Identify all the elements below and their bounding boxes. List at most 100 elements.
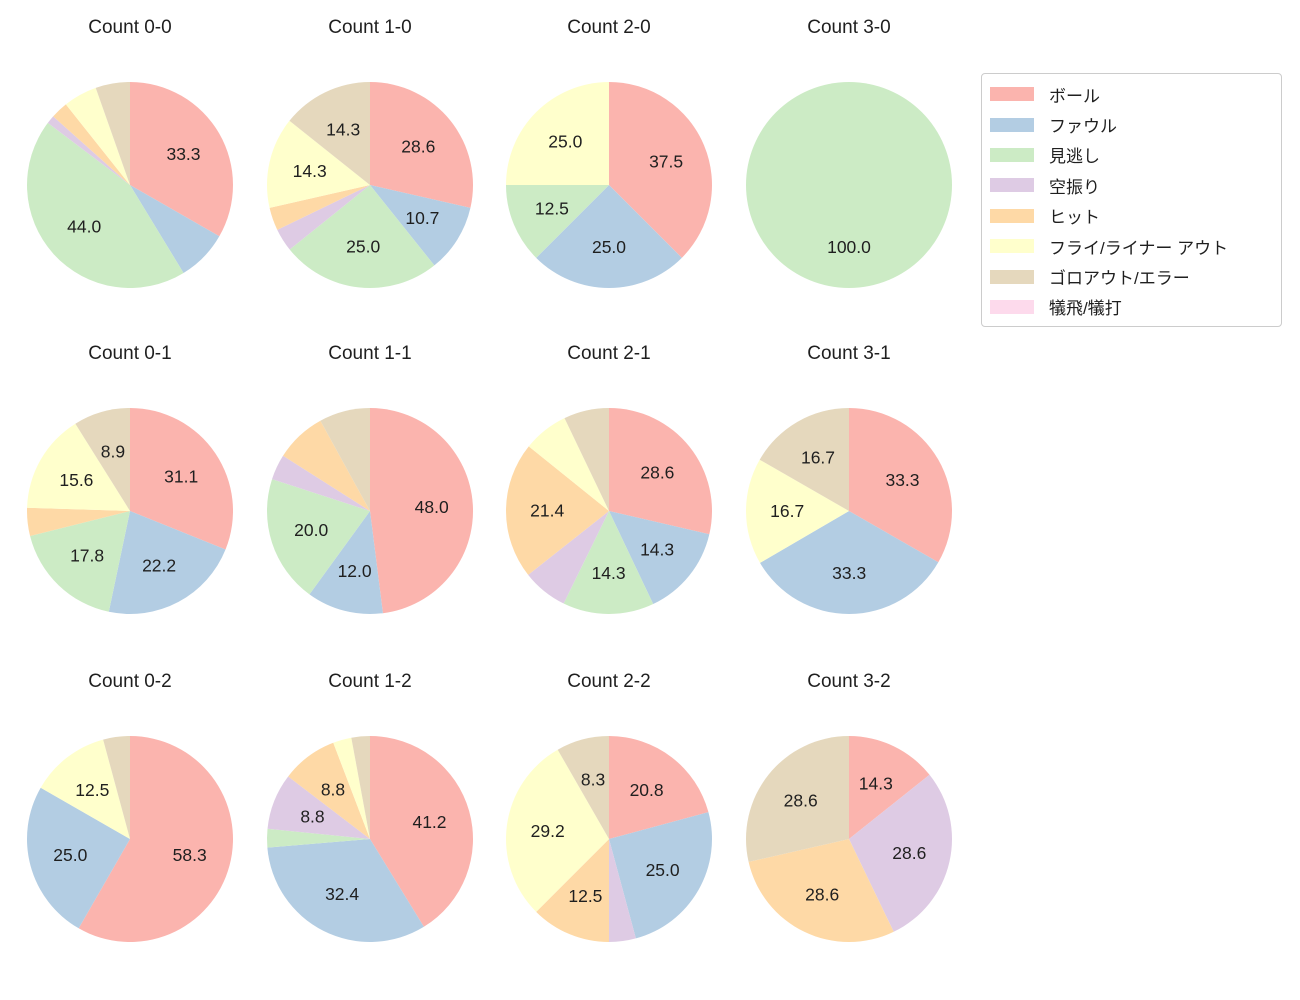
pie-slice (289, 185, 435, 289)
pie-slice-percentage-label: 8.9 (101, 442, 125, 462)
pie-svg: 20.8 25.0 12.5 29.2 8.3 (506, 736, 712, 942)
chart-title: Count 3-2 (807, 671, 891, 692)
pie-slice-percentage-label: 28.6 (805, 885, 839, 905)
pie-slice (746, 459, 849, 563)
pie-slice-percentage-label: 12.0 (338, 561, 372, 581)
pie-slice (746, 82, 952, 288)
pie-slice (506, 749, 609, 912)
pie-slice (266, 828, 370, 848)
legend-swatch-icon (990, 299, 1034, 314)
pie-cell-count-0-1: Count 0-1 31.1 22.2 17.8 15.6 8.9 (10, 339, 250, 631)
pie-slice-percentage-label: 28.6 (640, 463, 674, 483)
legend: ボール ファウル 見逃し 空振り ヒット フライ/ライナー アウト ゴロアウト/エラー 犠飛/… (981, 73, 1282, 327)
pie-svg: 28.6 10.7 25.0 14.3 14.3 (266, 82, 474, 289)
pie-slice (849, 774, 953, 932)
pie-slice-percentage-label: 37.5 (649, 151, 683, 171)
legend-row: 犠飛/犠打 (982, 292, 1281, 322)
pie-slice-percentage-label: 14.3 (326, 119, 360, 139)
pie-slice (849, 408, 952, 563)
pie-slice (27, 122, 184, 288)
pie-slice-percentage-label: 14.3 (592, 563, 626, 583)
pie-slice (609, 82, 712, 258)
legend-label: フライ/ライナー アウト (1049, 238, 1229, 258)
pie-slice (748, 839, 894, 943)
pie-slice-percentage-label: 25.0 (646, 860, 680, 880)
pie-slice (536, 185, 682, 288)
pie-slice (266, 120, 370, 208)
pie-slice-percentage-label: 8.3 (581, 769, 605, 789)
chart-title: Count 1-2 (328, 671, 412, 692)
pie-slice (26, 507, 130, 536)
pie-slice (75, 408, 130, 511)
pie-slice (370, 82, 474, 208)
pie-slice-percentage-label: 28.6 (784, 791, 818, 811)
pie-slice (506, 82, 609, 185)
pie-cell-count-1-2: Count 1-2 41.2 32.4 8.8 8.8 (250, 667, 490, 959)
pie-slice (40, 739, 130, 839)
legend-swatch-icon (990, 87, 1034, 102)
pie-svg: 48.0 12.0 20.0 (266, 408, 474, 615)
pie-slice-percentage-label: 14.3 (293, 161, 327, 181)
pie-cell-count-0-2: Count 0-2 58.3 25.0 12.5 (10, 667, 250, 959)
pie-slice (289, 82, 370, 185)
pie-slice-percentage-label: 16.7 (801, 448, 835, 468)
pie-slice-percentage-label: 8.8 (321, 780, 345, 800)
pie-slice-percentage-label: 20.0 (294, 520, 328, 540)
pie-slice (370, 736, 474, 927)
chart-title: Count 0-1 (88, 343, 172, 364)
pie-svg: 100.0 (746, 82, 952, 288)
pie-slice-percentage-label: 12.5 (535, 199, 569, 219)
pie-slice (267, 839, 424, 942)
chart-title: Count 2-0 (567, 17, 651, 38)
legend-swatch-icon (990, 208, 1034, 223)
pie-slice (609, 408, 712, 535)
legend-row: ゴロアウト/エラー (982, 261, 1281, 291)
pie-slice-percentage-label: 21.4 (530, 501, 564, 521)
pie-cell-count-1-0: Count 1-0 28.6 10.7 25.0 14.3 14.3 (250, 13, 490, 305)
pie-cell-count-3-2: Count 3-2 14.3 28.6 28.6 28.6 (729, 667, 969, 959)
pie-slice (370, 408, 474, 614)
pie-svg: 33.3 33.3 16.7 16.7 (746, 408, 952, 614)
legend-swatch-icon (990, 178, 1034, 193)
pie-cell-count-3-1: Count 3-1 33.3 33.3 16.7 16.7 (729, 339, 969, 631)
legend-swatch-icon (990, 117, 1034, 132)
legend-label: 見逃し (1049, 147, 1100, 167)
pie-slice-percentage-label: 28.6 (892, 843, 926, 863)
pie-svg: 58.3 25.0 12.5 (27, 736, 234, 942)
pie-slice-percentage-label: 32.4 (325, 884, 359, 904)
pie-slice (505, 446, 609, 575)
pie-svg: 37.5 25.0 12.5 25.0 (506, 82, 712, 288)
pie-slice (269, 185, 370, 230)
pie-slice (78, 736, 234, 942)
pie-slice (536, 839, 609, 942)
pie-slice (130, 82, 233, 237)
pie-slice-percentage-label: 17.8 (70, 546, 104, 566)
pie-slice-percentage-label: 25.0 (592, 237, 626, 257)
pie-slice-percentage-label: 29.2 (531, 821, 565, 841)
pie-cell-count-2-1: Count 2-1 28.6 14.3 14.3 21.4 (489, 339, 729, 631)
chart-title: Count 0-0 (88, 17, 172, 38)
pie-slice (288, 742, 370, 839)
legend-label: 犠飛/犠打 (1049, 299, 1122, 319)
legend-swatch-icon (990, 239, 1034, 254)
pie-slice (130, 408, 234, 550)
pie-slice (849, 736, 930, 839)
pie-slice (609, 812, 712, 939)
pie-cell-count-2-0: Count 2-0 37.5 25.0 12.5 25.0 (489, 13, 729, 305)
pie-slice-percentage-label: 8.8 (300, 806, 324, 826)
pie-slice-percentage-label: 33.3 (885, 470, 919, 490)
pie-slice (130, 185, 220, 273)
chart-title: Count 1-0 (328, 17, 412, 38)
pie-slice (277, 185, 370, 250)
chart-title: Count 1-1 (328, 343, 412, 364)
pie-cell-count-2-2: Count 2-2 20.8 25.0 12.5 29.2 8.3 (489, 667, 729, 959)
pie-svg: 28.6 14.3 14.3 21.4 (505, 408, 712, 615)
pie-slice (563, 511, 654, 615)
pie-slice (283, 420, 370, 511)
pie-svg: 41.2 32.4 8.8 8.8 (266, 736, 474, 942)
pie-slice-percentage-label: 25.0 (548, 131, 582, 151)
chart-title: Count 2-1 (567, 343, 651, 364)
pie-slice-percentage-label: 14.3 (859, 773, 893, 793)
pie-slice (760, 511, 939, 614)
legend-row: 空振り (982, 170, 1281, 200)
